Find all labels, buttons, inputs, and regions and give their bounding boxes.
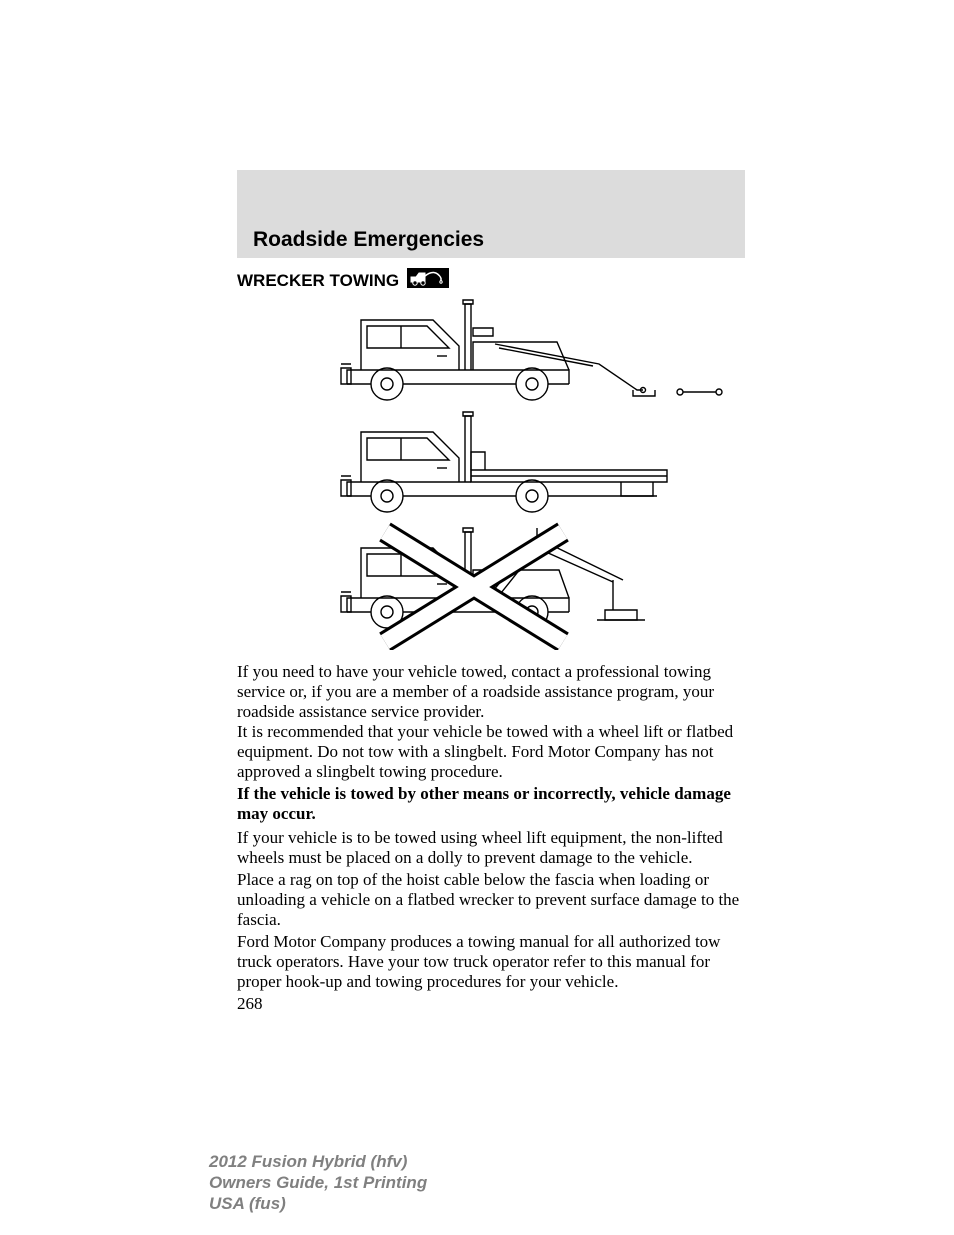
page-number: 268 bbox=[237, 994, 263, 1014]
section-title: Roadside Emergencies bbox=[253, 228, 484, 252]
footer-code-1: (hfv) bbox=[366, 1152, 408, 1171]
paragraph-4: If your vehicle is to be towed using whe… bbox=[237, 828, 745, 868]
manual-page: Roadside Emergencies WRECKER TOWING bbox=[0, 0, 954, 1235]
paragraph-1: If you need to have your vehicle towed, … bbox=[237, 662, 745, 722]
paragraph-3-warning: If the vehicle is towed by other means o… bbox=[237, 784, 745, 824]
footer-code-2: (fus) bbox=[244, 1194, 286, 1213]
footer-line-1: 2012 Fusion Hybrid (hfv) bbox=[209, 1151, 427, 1172]
paragraph-5: Place a rag on top of the hoist cable be… bbox=[237, 870, 745, 930]
footer-model: 2012 Fusion Hybrid bbox=[209, 1152, 366, 1171]
paragraph-6: Ford Motor Company produces a towing man… bbox=[237, 932, 745, 992]
towing-illustration bbox=[237, 296, 745, 650]
footer-line-2: Owners Guide, 1st Printing bbox=[209, 1172, 427, 1193]
paragraph-2: It is recommended that your vehicle be t… bbox=[237, 722, 745, 782]
footer-block: 2012 Fusion Hybrid (hfv) Owners Guide, 1… bbox=[209, 1151, 427, 1214]
subheading-text: WRECKER TOWING bbox=[237, 271, 399, 291]
subheading-row: WRECKER TOWING bbox=[237, 268, 449, 293]
tow-truck-icon bbox=[407, 268, 449, 293]
footer-region: USA bbox=[209, 1194, 244, 1213]
footer-line-3: USA (fus) bbox=[209, 1193, 427, 1214]
